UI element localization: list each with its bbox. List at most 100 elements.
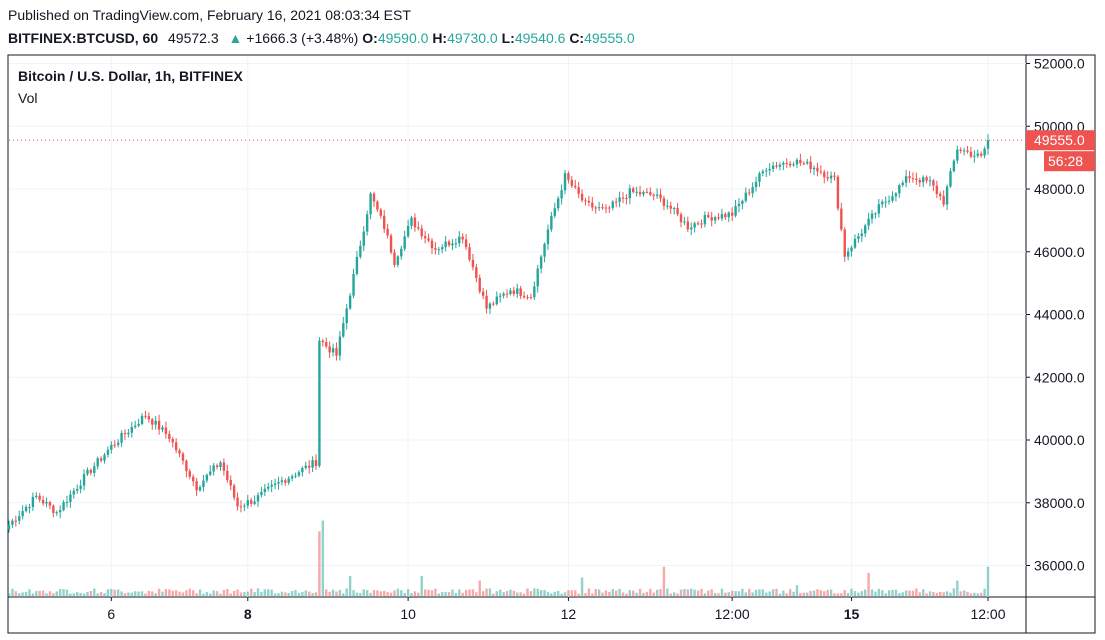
volume-bar [157, 588, 161, 596]
x-tick-label: 10 [400, 606, 416, 622]
candle-body [959, 149, 962, 151]
volume-bar [529, 591, 533, 596]
volume-bar [618, 588, 621, 596]
volume-bar [935, 592, 939, 596]
volume-bar [846, 592, 850, 596]
candle-body [881, 201, 884, 205]
candle-body [478, 277, 481, 292]
candle-body [185, 460, 188, 472]
candle-body [601, 207, 604, 209]
volume-bar [737, 591, 741, 596]
candle-body [270, 484, 273, 487]
candle-body [782, 163, 785, 165]
candle-body [21, 511, 24, 517]
volume-bar [492, 593, 495, 596]
volume-bar [318, 531, 321, 596]
volume-bar [127, 592, 130, 596]
candle-body [161, 427, 164, 430]
volume-bar [802, 592, 805, 596]
volume-bar [18, 593, 21, 596]
candle-body [915, 178, 918, 181]
volume-bar [799, 593, 802, 596]
volume-bar [481, 591, 485, 596]
volume-bar [243, 592, 246, 596]
volume-bar [567, 590, 570, 596]
candle-body [444, 241, 447, 248]
volume-bar [96, 593, 99, 596]
volume-bar [526, 588, 529, 596]
volume-bar [441, 591, 444, 596]
candle-body [451, 243, 454, 246]
volume-bar [584, 593, 587, 596]
candle-body [113, 444, 116, 446]
candle-body [932, 180, 935, 186]
volume-bar [134, 591, 137, 596]
candle-body [205, 474, 209, 481]
volume-bar [748, 588, 751, 596]
volume-bar [106, 589, 110, 596]
candle-body [215, 465, 219, 467]
candle-body [116, 442, 120, 445]
volume-bar [35, 591, 38, 596]
volume-bar [55, 591, 58, 596]
volume-bar [939, 591, 942, 596]
volume-bar [690, 588, 693, 596]
volume-bar [198, 589, 202, 596]
candle-body [417, 227, 420, 229]
volume-bar [782, 590, 785, 596]
volume-bar [761, 589, 765, 596]
candle-body [273, 483, 277, 485]
volume-bar [314, 592, 318, 596]
volume-bar [161, 591, 164, 596]
volume-bar [519, 592, 522, 596]
candle-body [863, 225, 867, 234]
volume-bar [192, 590, 195, 596]
volume-bar [304, 590, 307, 596]
candle-body [468, 247, 471, 260]
volume-bar [887, 590, 891, 596]
volume-bar [539, 590, 543, 596]
candle-body [765, 170, 768, 172]
candle-body [925, 177, 928, 181]
candle-body [137, 424, 140, 426]
candle-body [710, 217, 713, 221]
volume-bar [604, 590, 608, 596]
volume-bar [475, 592, 478, 596]
candle-body [31, 496, 35, 507]
volume-bar [488, 588, 492, 596]
volume-bar [290, 591, 294, 596]
volume-bar [741, 588, 744, 596]
volume-bar [58, 588, 62, 596]
candle-body [93, 466, 96, 473]
candle-body [584, 200, 587, 202]
candle-body [567, 173, 570, 180]
volume-bar [570, 590, 574, 596]
volume-bar [904, 590, 908, 596]
volume-bar [287, 592, 290, 596]
candle-body [529, 297, 533, 299]
candle-body [400, 248, 403, 257]
volume-bar [93, 588, 96, 596]
candle-body [690, 227, 693, 230]
volume-bar [451, 589, 454, 596]
volume-bar [379, 591, 383, 596]
candle-body [151, 419, 154, 425]
candle-body [809, 161, 812, 170]
ohlc-header: BITFINEX:BTCUSD, 60 49572.3 ▲ +1666.3 (+… [8, 30, 635, 46]
candle-body [481, 291, 485, 296]
candle-body [921, 177, 925, 183]
volume-bar [553, 591, 556, 596]
candle-body [894, 193, 898, 197]
volume-bar [901, 592, 904, 596]
candle-body [887, 200, 891, 202]
volume-bar [546, 591, 550, 596]
candle-body [679, 214, 683, 223]
candle-body [239, 506, 243, 508]
volume-bar [335, 591, 338, 596]
volume-bar [232, 590, 236, 596]
candle-body [471, 259, 475, 268]
candle-body [389, 235, 393, 253]
volume-bar [246, 591, 249, 596]
candle-body [376, 201, 379, 210]
